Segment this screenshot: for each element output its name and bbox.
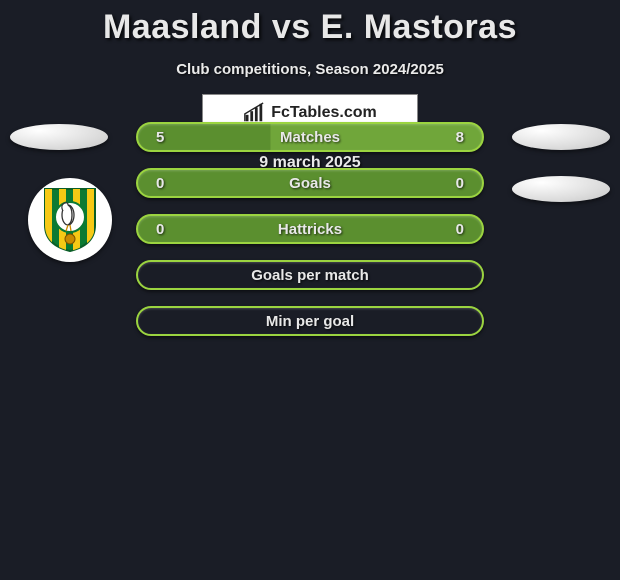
stat-label: Goals	[289, 175, 331, 192]
stats-panel: 5 Matches 8 0 Goals 0 0 Hattricks 0 Goals per mat…	[136, 122, 484, 352]
club-badge-icon	[41, 187, 99, 253]
stat-label: Goals per match	[251, 267, 369, 284]
stat-right-value: 8	[456, 129, 464, 146]
stat-row-goals-per-match: Goals per match	[136, 260, 484, 290]
stat-left-value: 0	[156, 221, 164, 238]
stat-label: Min per goal	[266, 313, 354, 330]
stat-row-matches: 5 Matches 8	[136, 122, 484, 152]
stat-left-value: 5	[156, 129, 164, 146]
club-badge	[28, 178, 112, 262]
stat-row-min-per-goal: Min per goal	[136, 306, 484, 336]
stat-right-value: 0	[456, 221, 464, 238]
stat-label: Hattricks	[278, 221, 342, 238]
stat-label: Matches	[280, 129, 340, 146]
stat-right-value: 0	[456, 175, 464, 192]
subtitle: Club competitions, Season 2024/2025	[0, 61, 620, 78]
brand-label: FcTables.com	[271, 104, 377, 122]
player-right-portrait-placeholder-2	[512, 176, 610, 202]
stat-left-value: 0	[156, 175, 164, 192]
player-left-portrait-placeholder	[10, 124, 108, 150]
stat-row-goals: 0 Goals 0	[136, 168, 484, 198]
stat-row-hattricks: 0 Hattricks 0	[136, 214, 484, 244]
page-title: Maasland vs E. Mastoras	[0, 0, 620, 47]
chart-bar-icon	[243, 102, 265, 124]
player-right-portrait-placeholder-1	[512, 124, 610, 150]
